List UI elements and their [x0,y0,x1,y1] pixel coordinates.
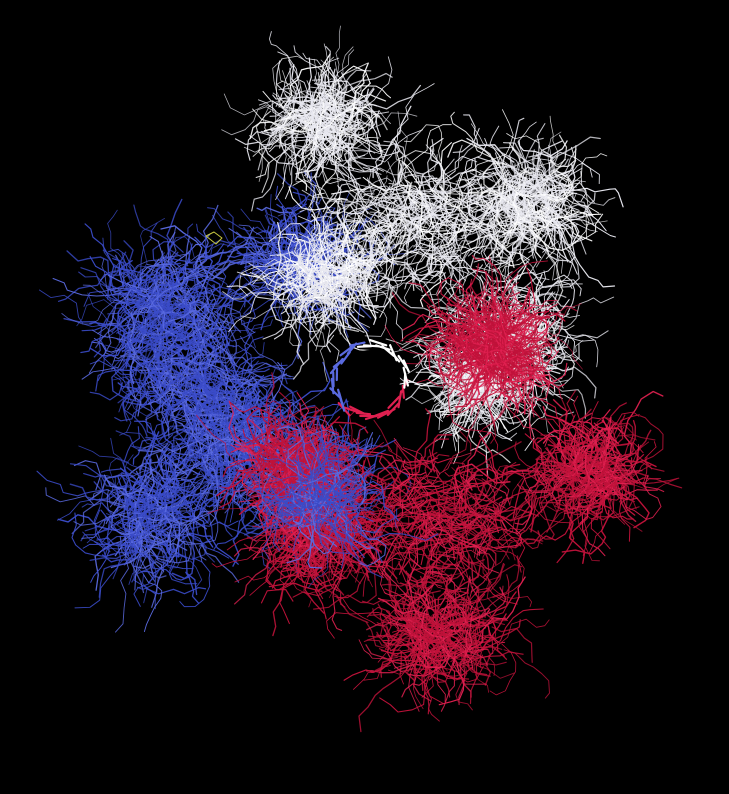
chain-red-wireframe [196,263,683,733]
central-pore [340,350,400,410]
central-pore-ring [205,231,410,421]
